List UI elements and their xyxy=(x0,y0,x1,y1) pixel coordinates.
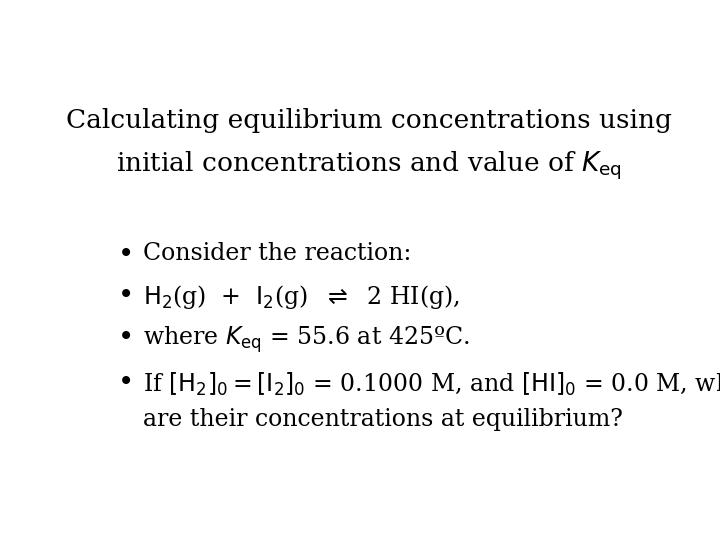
Text: initial concentrations and value of $\mathit{K}_{\mathrm{eq}}$: initial concentrations and value of $\ma… xyxy=(116,150,622,183)
Text: $\mathrm{H_2}$(g)  +  $\mathrm{I_2}$(g)  $\rightleftharpoons$  2 HI(g),: $\mathrm{H_2}$(g) + $\mathrm{I_2}$(g) $\… xyxy=(143,283,460,311)
Text: where $\mathit{K}_{\mathrm{eq}}$ = 55.6 at 425ºC.: where $\mathit{K}_{\mathrm{eq}}$ = 55.6 … xyxy=(143,325,470,355)
Text: Calculating equilibrium concentrations using: Calculating equilibrium concentrations u… xyxy=(66,109,672,133)
Text: •: • xyxy=(118,370,135,397)
Text: •: • xyxy=(118,325,135,352)
Text: Consider the reaction:: Consider the reaction: xyxy=(143,241,411,265)
Text: •: • xyxy=(118,241,135,268)
Text: are their concentrations at equilibrium?: are their concentrations at equilibrium? xyxy=(143,408,623,431)
Text: If $[\mathrm{H_2}]_0 = [\mathrm{I_2}]_0$ = 0.1000 M, and $[\mathrm{HI}]_0$ = 0.0: If $[\mathrm{H_2}]_0 = [\mathrm{I_2}]_0$… xyxy=(143,370,720,397)
Text: •: • xyxy=(118,283,135,310)
